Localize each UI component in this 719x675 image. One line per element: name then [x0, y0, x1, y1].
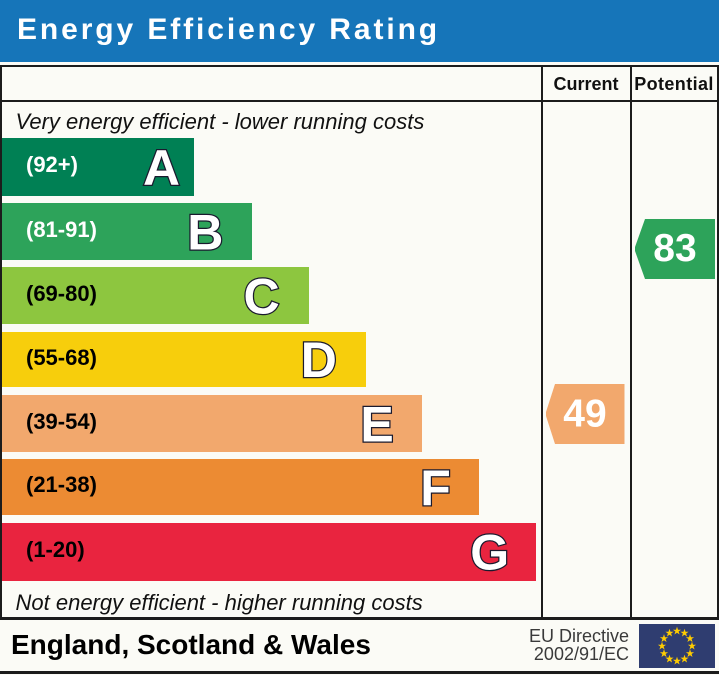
svg-text:B: B	[187, 204, 223, 260]
svg-text:F: F	[420, 460, 451, 516]
svg-text:E: E	[360, 396, 393, 452]
svg-text:49: 49	[563, 393, 606, 436]
svg-text:A: A	[143, 140, 180, 196]
svg-text:83: 83	[653, 227, 696, 270]
svg-text:D: D	[301, 332, 337, 388]
svg-text:C: C	[244, 268, 280, 324]
svg-text:G: G	[470, 525, 509, 581]
